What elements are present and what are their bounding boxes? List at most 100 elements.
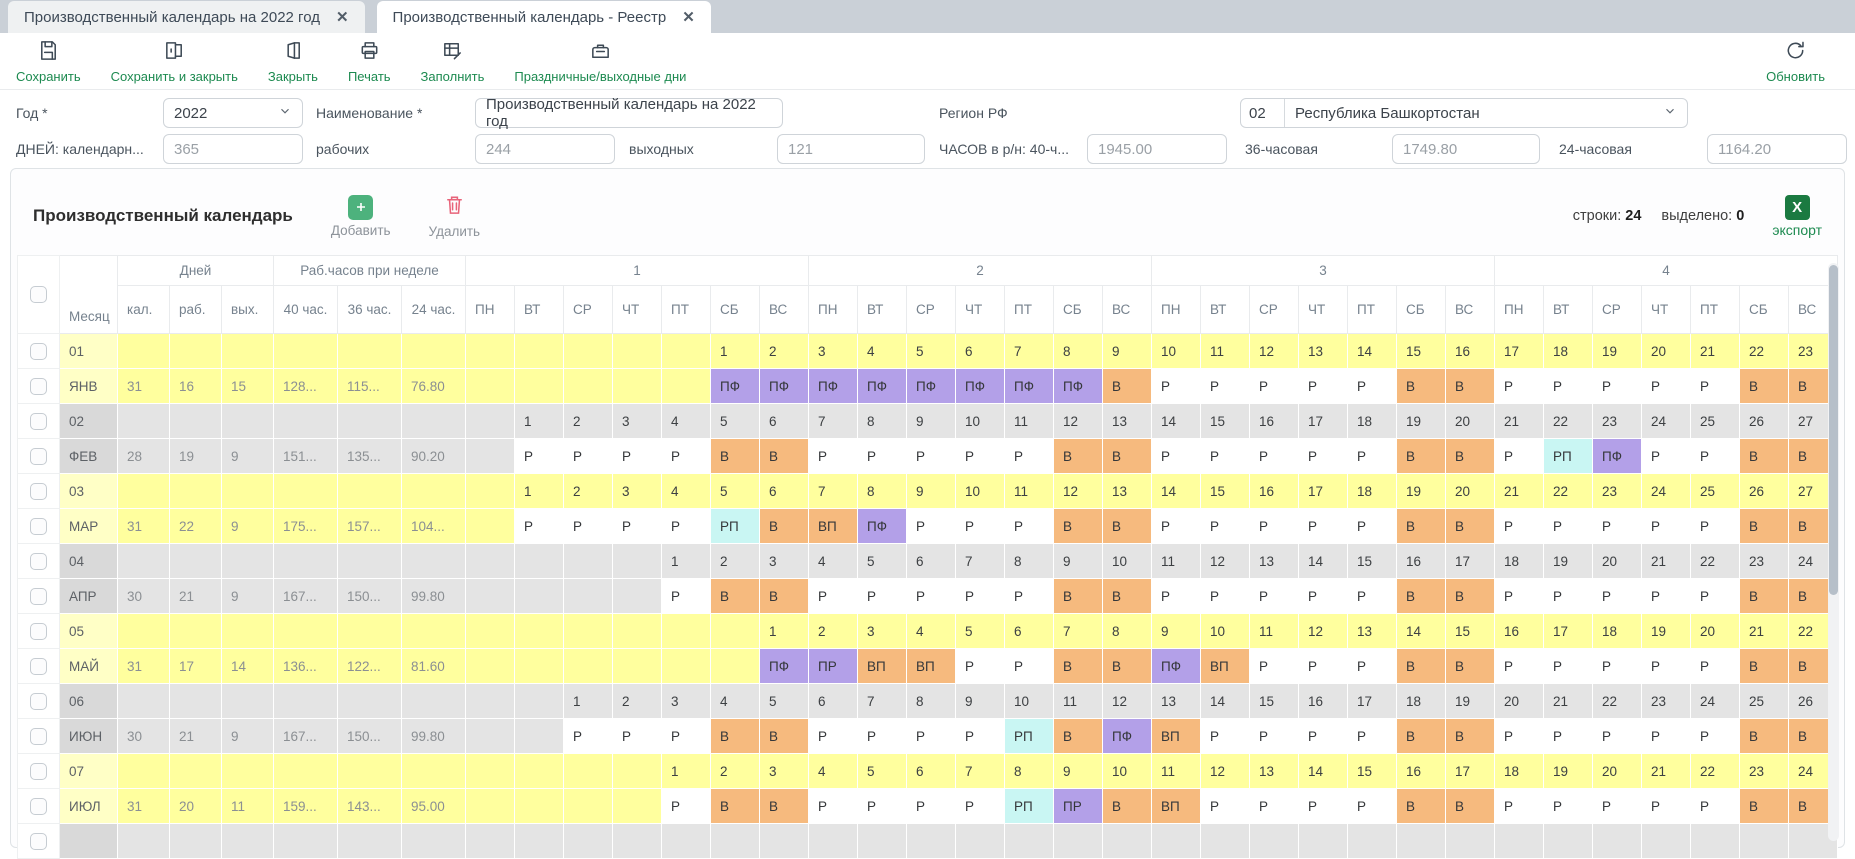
day-code-cell[interactable]: Р [808,718,858,754]
day-code-cell[interactable]: Р [1641,718,1691,754]
select-all-checkbox[interactable] [30,286,47,303]
day-number-cell[interactable]: 20 [1690,613,1740,649]
day-code-cell[interactable]: Р [1347,368,1397,404]
day-code-cell[interactable]: ВП [906,648,956,684]
day-number-cell[interactable]: 14 [1396,613,1446,649]
day-number-cell[interactable]: 3 [759,753,809,789]
day-code-cell[interactable]: Р [1690,438,1740,474]
day-number-cell[interactable]: 20 [1592,543,1642,579]
day-code-cell[interactable]: ПФ [710,368,760,404]
day-code-cell[interactable] [612,648,662,684]
day-code-cell[interactable]: Р [1200,718,1250,754]
empty-stat-cell[interactable] [337,403,402,439]
day-number-cell[interactable]: 3 [759,543,809,579]
day-code-cell[interactable]: В [1102,508,1152,544]
day-number-cell[interactable]: 14 [1151,403,1201,439]
day-number-cell[interactable]: 3 [857,613,907,649]
day-code-cell[interactable]: Р [857,438,907,474]
day-code-cell[interactable]: Р [906,788,956,824]
day-code-cell[interactable]: Р [563,718,613,754]
month-name-cell[interactable]: АПР [59,578,118,614]
day-code-cell[interactable]: РП [710,508,760,544]
day-code-cell[interactable]: Р [661,508,711,544]
day-number-cell[interactable] [710,613,760,649]
day-number-cell[interactable]: 25 [1690,473,1740,509]
day-number-cell[interactable]: 19 [1592,333,1642,369]
day-code-cell[interactable]: ПР [1053,788,1103,824]
day-number-cell[interactable]: 18 [1494,753,1544,789]
day-code-cell[interactable]: Р [857,788,907,824]
day-number-cell[interactable]: 3 [612,403,662,439]
day-number-cell[interactable] [465,543,515,579]
day-code-cell[interactable] [612,368,662,404]
row-checkbox[interactable] [30,447,47,465]
day-code-cell[interactable]: Р [955,718,1005,754]
month-name-cell[interactable]: ИЮН [59,718,118,754]
day-code-cell[interactable] [514,648,564,684]
scrollbar-thumb[interactable] [1829,265,1838,595]
day-code-cell[interactable]: Р [1543,788,1593,824]
day-code-cell[interactable] [514,718,564,754]
day-code-cell[interactable]: Р [955,438,1005,474]
hours-40-field[interactable]: 1945.00 [1087,134,1227,164]
day-code-cell[interactable]: В [1053,578,1103,614]
day-number-cell[interactable]: 13 [1249,753,1299,789]
stat-cell-vyh[interactable]: 15 [221,368,274,404]
day-number-cell[interactable]: 9 [1053,753,1103,789]
day-number-cell[interactable]: 1 [661,753,711,789]
day-code-cell[interactable]: Р [1249,508,1299,544]
empty-stat-cell[interactable] [273,473,338,509]
day-code-cell[interactable]: ПФ [759,368,809,404]
day-number-cell[interactable]: 21 [1739,613,1789,649]
day-code-cell[interactable]: Р [808,438,858,474]
day-code-cell[interactable]: В [1739,438,1789,474]
days-work-field[interactable]: 244 [475,134,615,164]
days-off-field[interactable]: 121 [777,134,925,164]
day-code-cell[interactable]: Р [661,438,711,474]
day-number-cell[interactable] [465,613,515,649]
day-code-cell[interactable]: В [1445,718,1495,754]
day-number-cell[interactable]: 11 [1200,333,1250,369]
stat-cell-cal[interactable]: 30 [117,718,170,754]
stat-cell-h36[interactable]: 143... [337,788,402,824]
day-code-cell[interactable]: ПР [808,648,858,684]
day-number-cell[interactable] [465,683,515,719]
day-code-cell[interactable]: ВП [1200,648,1250,684]
day-code-cell[interactable]: Р [955,788,1005,824]
stat-cell-h40[interactable]: 151... [273,438,338,474]
day-number-cell[interactable] [661,333,711,369]
day-code-cell[interactable]: РП [1543,438,1593,474]
day-code-cell[interactable]: Р [1249,578,1299,614]
day-number-cell[interactable]: 17 [1298,403,1348,439]
stat-cell-rab[interactable]: 21 [169,718,222,754]
day-code-cell[interactable]: Р [1298,788,1348,824]
day-code-cell[interactable]: Р [1298,438,1348,474]
stat-cell-vyh[interactable]: 9 [221,718,274,754]
day-code-cell[interactable] [465,438,515,474]
day-code-cell[interactable]: Р [1298,368,1348,404]
day-code-cell[interactable]: В [1739,718,1789,754]
day-number-cell[interactable]: 22 [1543,403,1593,439]
day-number-cell[interactable]: 13 [1102,403,1152,439]
day-number-cell[interactable] [661,613,711,649]
day-number-cell[interactable]: 7 [1053,613,1103,649]
day-number-cell[interactable]: 5 [955,613,1005,649]
day-code-cell[interactable]: Р [612,508,662,544]
empty-stat-cell[interactable] [401,473,466,509]
day-number-cell[interactable] [514,753,564,789]
day-code-cell[interactable]: В [759,718,809,754]
day-code-cell[interactable]: В [1102,578,1152,614]
hours-24-field[interactable]: 1164.20 [1707,134,1847,164]
day-code-cell[interactable]: В [710,578,760,614]
day-code-cell[interactable] [563,788,613,824]
export-button[interactable]: X экспорт [1772,194,1822,238]
day-code-cell[interactable]: В [1053,718,1103,754]
day-number-cell[interactable]: 13 [1298,333,1348,369]
empty-stat-cell[interactable] [117,333,170,369]
day-number-cell[interactable]: 21 [1690,333,1740,369]
day-number-cell[interactable]: 22 [1690,543,1740,579]
empty-stat-cell[interactable] [401,403,466,439]
day-code-cell[interactable]: В [1053,438,1103,474]
month-name-cell[interactable]: ФЕВ [59,438,118,474]
day-number-cell[interactable]: 17 [1445,753,1495,789]
